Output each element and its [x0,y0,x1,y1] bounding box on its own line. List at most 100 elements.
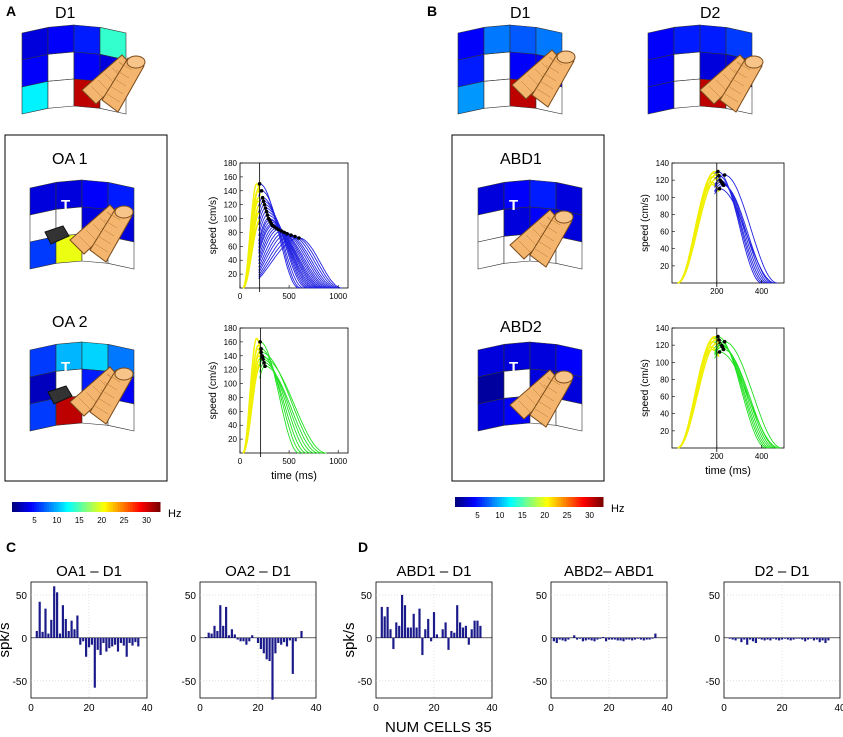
colorbar-b-segment [496,497,500,507]
speed-plot-b2-peak-marker [717,350,722,354]
colorbar-b-segment [455,497,458,507]
bar-chart-d1-bar [415,627,418,638]
arm-b2-forearm-stripe [546,216,561,226]
colorbar-a-segment [147,502,151,512]
bar-chart-c1-title: OA1 – D1 [56,563,122,580]
speed-plot-b1: 20 40 60 80 100 120 140 200 400 speed (cm/s) [640,159,785,296]
panel-a-grid [21,24,127,115]
bar-chart-d3-title: D2 – D1 [754,563,809,580]
colorbar-a-tick-label: 5 [32,516,37,525]
arm-a0-shape [81,54,146,113]
colorbar-a-segment [81,502,85,512]
colorbar-b-segment [598,497,602,507]
speed-plot-a1-ytick-label: 60 [228,242,237,251]
bar-chart-d2-bar [561,637,564,641]
colorbar-b-segment [457,497,461,507]
bar-chart-c1-bar [85,637,88,657]
bar-chart-c1-bar [114,637,117,645]
bar-chart-d1-ytick-label: 0 [366,634,372,645]
colorbar-b-segment [469,497,473,507]
bar-chart-d1-bar [421,637,424,656]
bar-chart-d2-bar [596,637,599,640]
colorbar-a-segment [73,502,77,512]
speed-plot-b2-ytick-label: 60 [660,393,669,402]
arm-a1-upper-stripe [78,235,92,249]
bar-chart-d3-bar [827,637,830,641]
bar-chart-d2-bar [628,637,631,640]
speed-plot-a2-xtick-label: 1000 [329,457,347,466]
arm-a1-forearm-stripe [97,235,112,245]
bar-chart-d1-bar [383,616,386,638]
colorbar-b-segment [563,497,567,507]
bar-chart-c1-bar [67,630,70,638]
speed-plot-a1-peak-marker [260,195,265,200]
speed-plot-a2-ytick-label: 140 [224,352,238,361]
bar-chart-d1-bar [424,629,427,638]
bar-chart-d2-xtick-label: 0 [548,703,554,714]
bar-chart-c2-title: OA2 – D1 [225,563,291,580]
bar-chart-c1-bar [128,637,131,644]
bar-chart-c1-bar [137,637,140,647]
grid-b3-cell-r2c3 [555,397,583,432]
bar-chart-d1-bar [427,618,430,638]
colorbar-b-segment [509,497,513,507]
colorbar-b-segment [580,497,584,507]
bar-chart-c2-ytick-label: 0 [190,634,196,645]
colorbar-a-segment [137,502,141,512]
speed-plot-b1-xtick-label: 200 [710,287,724,296]
arm-b0-forearm-stripe [545,64,560,74]
bar-chart-d2-bar [593,637,596,642]
bar-chart-d2-bar [573,635,576,638]
speed-plot-b1-ylabel: speed (cm/s) [640,194,651,252]
colorbar-a-segment [110,502,114,512]
bar-chart-d1-bar [401,594,404,638]
bar-chart-d3-bar [795,637,798,639]
speed-plot-a2-series-OA2-trace [259,348,303,454]
speed-plot-a2-peak-marker [259,350,263,355]
bar-chart-c2-ytick-label: -50 [182,677,197,688]
arm-b0-forearm-stripe [548,56,563,66]
grid-b2-cell-r0c2 [529,179,557,210]
bar-chart-d2-title: ABD2– ABD1 [564,563,654,580]
bar-chart-d1-bar [395,622,398,638]
bar-chart-c2-bar [271,637,274,700]
bar-chart-c2-bar [285,637,289,647]
bar-chart-c2-bar [242,637,245,642]
arm-b3-joint [554,370,574,384]
colorbar-a-segment [21,502,25,512]
arm-b1-forearm-stripe [733,69,748,79]
speed-plot-b2-ytick-label: 120 [656,341,670,350]
colorbar-b-segment [474,497,478,507]
speed-plot-a1-ytick-label: 140 [224,187,238,196]
panel-a-grid-title: D1 [55,5,76,22]
bar-chart-d1-bar [403,605,407,638]
colorbar-b-segment [514,497,518,507]
arm-a0-upper-stripe [90,85,104,99]
colorbar-a-segment [98,502,102,512]
panel-b-grid2-arm-icon [699,54,764,113]
arm-a0-forearm-stripe [112,77,127,87]
colorbar-b-segment [494,497,498,507]
arm-b3-shape [509,369,574,428]
arm-b2-joint [554,210,574,224]
speed-plot-a1-peak-marker [293,234,297,239]
bar-chart-c1-bar [134,637,137,643]
bar-chart-c2-bar [288,637,291,641]
speed-plot-a1-series-OA1-trace [258,223,323,289]
bar-chart-d3-bar [760,637,763,640]
bar-chart-c2-bar [227,635,231,638]
speed-plot-a2-ylabel: speed (cm/s) [208,362,219,420]
speed-plot-a2-peak-marker [260,355,265,359]
bar-chart-d1-bar [389,629,392,638]
arm-a1-forearm-stripe [103,219,118,229]
colorbar-b-segment [472,497,476,507]
colorbar-a-segment [76,502,80,512]
bar-chart-d2-bar [607,637,611,640]
bar-chart-d3-bar [757,637,760,639]
bar-chart-d2: -50 0 50 0 20 40 ABD2– ABD1 [533,563,673,714]
panel-b-cond2-label: ABD2 [500,319,542,336]
arm-b2-forearm-stripe [543,224,558,234]
speed-plot-a1-ytick-label: 80 [228,228,237,237]
bar-chart-c1-xtick-label: 40 [141,703,153,714]
bar-chart-d1-bar [409,627,412,638]
